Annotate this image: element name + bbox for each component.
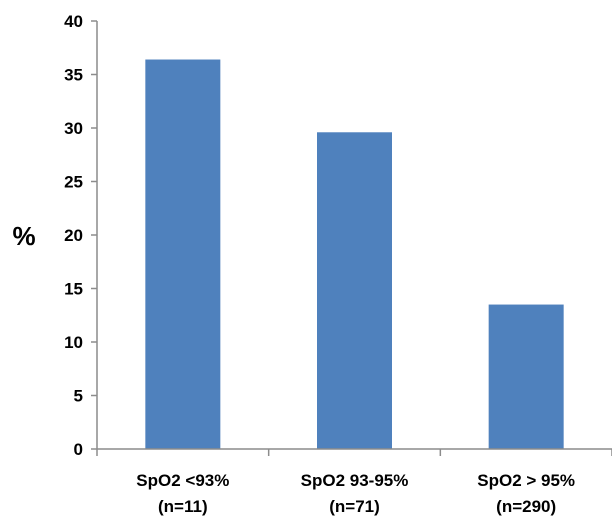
y-tick-label: 0: [74, 440, 83, 459]
y-axis-ticks: 0 5 10 15 20 25 30 35 40: [64, 12, 97, 459]
y-tick-label: 20: [64, 226, 83, 245]
bar: [317, 132, 392, 449]
y-axis-label: %: [12, 221, 35, 251]
y-tick-label: 25: [64, 173, 83, 192]
category-n-label: (n=11): [158, 497, 208, 516]
y-tick-label: 40: [64, 12, 83, 31]
category-label: SpO2 <93%: [136, 471, 229, 490]
x-axis-ticks: [96, 449, 612, 456]
category-label: SpO2 93-95%: [301, 471, 409, 490]
category-label: SpO2 > 95%: [477, 471, 575, 490]
y-tick-label: 30: [64, 119, 83, 138]
y-tick-label: 15: [64, 280, 83, 299]
bars: [145, 59, 564, 450]
y-tick-label: 35: [64, 66, 83, 85]
category-n-label: (n=290): [496, 497, 556, 516]
bar: [488, 304, 564, 449]
category-labels: SpO2 <93% (n=11) SpO2 93-95% (n=71) SpO2 > 9…: [136, 471, 575, 516]
y-tick-label: 10: [64, 333, 83, 352]
category-n-label: (n=71): [329, 497, 380, 516]
bar: [145, 59, 221, 450]
y-tick-label: 5: [74, 387, 83, 406]
